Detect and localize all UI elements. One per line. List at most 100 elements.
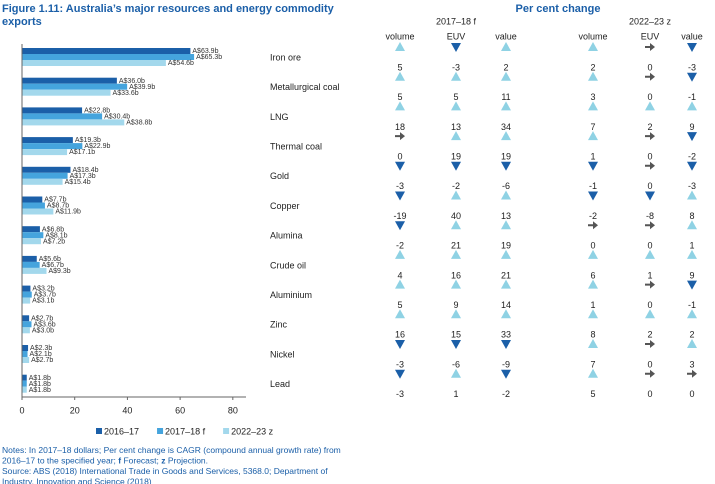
value-label: A$22.9b xyxy=(84,143,110,150)
category-label: Alumina xyxy=(270,231,303,241)
cell-value: -1 xyxy=(688,300,696,310)
trend-icon xyxy=(395,221,405,231)
bar xyxy=(22,89,111,96)
x-tick-label: 60 xyxy=(175,405,185,415)
cell-value: 16 xyxy=(395,330,405,340)
cell-value: -2 xyxy=(452,181,460,191)
category-label: Copper xyxy=(270,201,300,211)
value-label: A$17.3b xyxy=(70,173,96,180)
trend-icon xyxy=(687,309,697,319)
bar xyxy=(22,238,41,245)
value-label: A$7.7b xyxy=(44,197,66,204)
bar xyxy=(22,202,45,209)
value-label: A$3.7b xyxy=(34,292,56,299)
bar xyxy=(22,380,27,387)
bar xyxy=(22,54,195,60)
trend-icon xyxy=(451,220,461,230)
cell-value: 2 xyxy=(689,330,694,340)
trend-icon xyxy=(588,368,598,378)
trend-icon xyxy=(645,309,655,319)
value-label: A$17.1b xyxy=(69,149,95,156)
cell-value: 1 xyxy=(689,241,694,251)
trend-icon xyxy=(645,101,655,111)
trend-icon xyxy=(451,71,461,81)
trend-icon xyxy=(451,368,461,378)
group-header: 2017–18 f xyxy=(436,16,477,26)
cell-value: -8 xyxy=(646,211,654,221)
cell-value: 4 xyxy=(397,270,402,280)
cell-value: -3 xyxy=(396,389,404,399)
note: Notes: In 2017–18 dollars; Per cent chan… xyxy=(2,445,341,455)
bar xyxy=(22,297,31,304)
value-label: A$3.2b xyxy=(32,286,54,293)
trend-icon xyxy=(645,161,655,170)
bar xyxy=(22,261,40,268)
trend-icon xyxy=(395,309,405,319)
bar xyxy=(22,315,30,322)
trend-icon xyxy=(588,161,598,171)
trend-icon xyxy=(395,161,405,171)
cell-value: 0 xyxy=(647,300,652,310)
cell-value: 2 xyxy=(503,62,508,72)
value-label: A$8.1b xyxy=(45,232,67,239)
bar xyxy=(22,178,63,185)
trend-icon xyxy=(588,309,598,319)
value-label: A$18.4b xyxy=(72,167,98,174)
trend-icon xyxy=(501,249,511,259)
trend-icon xyxy=(645,340,655,348)
cell-value: 0 xyxy=(397,151,402,161)
cell-value: 3 xyxy=(590,92,595,102)
value-label: A$30.4b xyxy=(104,114,130,121)
x-tick-label: 40 xyxy=(122,405,132,415)
bar xyxy=(22,351,28,357)
cell-value: 7 xyxy=(590,122,595,132)
x-tick-label: 20 xyxy=(70,405,80,415)
cell-value: 1 xyxy=(647,270,652,280)
bar xyxy=(22,321,32,328)
column-header: volume xyxy=(385,31,414,41)
cell-value: -2 xyxy=(688,151,696,161)
cell-value: 9 xyxy=(689,122,694,132)
note: Industry, Innovation and Science (2018) xyxy=(2,477,152,484)
trend-icon xyxy=(588,279,598,289)
trend-icon xyxy=(501,369,511,379)
bar xyxy=(22,291,32,298)
trend-icon xyxy=(501,161,511,171)
bar xyxy=(22,226,40,233)
trend-icon xyxy=(645,72,655,81)
bar xyxy=(22,345,29,351)
note-part: 2016–17 to the specified year; xyxy=(2,456,118,466)
value-label: A$33.6b xyxy=(113,90,139,97)
bar xyxy=(22,149,68,156)
trend-icon xyxy=(645,249,655,259)
cell-value: 5 xyxy=(397,92,402,102)
note-part: Projection. xyxy=(166,456,209,466)
bar xyxy=(22,255,37,262)
cell-value: 5 xyxy=(397,62,402,72)
trend-icon xyxy=(588,249,598,259)
trend-icon xyxy=(395,369,405,379)
value-label: A$3.0b xyxy=(32,327,54,334)
trend-icon xyxy=(501,220,511,230)
value-label: A$6.7b xyxy=(42,262,64,269)
trend-icon xyxy=(395,340,405,349)
cell-value: 15 xyxy=(451,330,461,340)
trend-icon xyxy=(687,161,697,171)
cell-value: 0 xyxy=(647,92,652,102)
value-label: A$36.0b xyxy=(119,78,145,85)
cell-value: 9 xyxy=(453,300,458,310)
cell-value: 5 xyxy=(590,389,595,399)
bar xyxy=(22,113,103,120)
value-label: A$11.9b xyxy=(55,209,81,216)
x-tick-label: 80 xyxy=(228,405,238,415)
cell-value: 0 xyxy=(689,389,694,399)
trend-icon xyxy=(687,280,697,290)
trend-icon xyxy=(451,43,461,52)
trend-icon xyxy=(501,131,511,141)
trend-icon xyxy=(451,131,461,141)
cell-value: 5 xyxy=(397,300,402,310)
cell-value: -6 xyxy=(502,181,510,191)
cell-value: 9 xyxy=(689,270,694,280)
cell-value: 2 xyxy=(590,62,595,72)
cell-value: 14 xyxy=(501,300,511,310)
